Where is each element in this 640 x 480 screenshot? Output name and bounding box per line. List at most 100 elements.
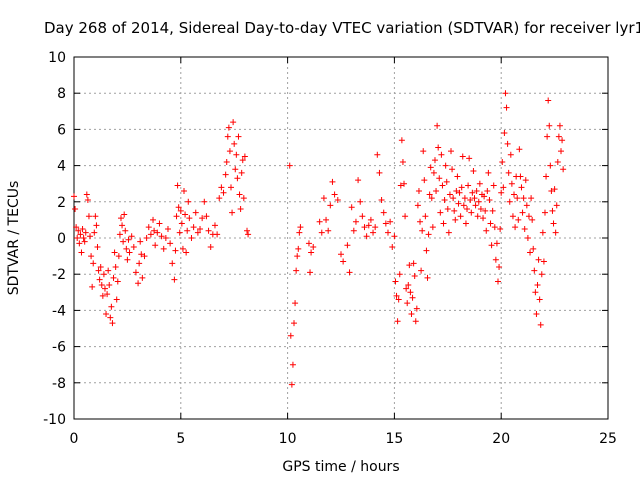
data-point	[346, 269, 353, 276]
data-point	[305, 240, 312, 247]
data-point	[441, 196, 448, 203]
data-point	[318, 229, 325, 236]
data-point	[89, 283, 96, 290]
data-point	[418, 267, 425, 274]
data-point	[143, 235, 150, 241]
data-point	[491, 224, 498, 231]
data-point	[229, 209, 236, 216]
data-point	[395, 296, 402, 303]
y-tick-label: -8	[52, 376, 66, 392]
data-point	[338, 251, 344, 258]
data-point	[548, 187, 555, 194]
data-point	[476, 180, 483, 187]
data-point	[83, 191, 90, 198]
data-point	[486, 196, 493, 203]
data-point	[403, 285, 410, 292]
x-tick-label: 5	[176, 431, 185, 447]
data-point	[150, 216, 157, 223]
data-point	[105, 267, 112, 274]
data-point	[162, 235, 169, 241]
data-point	[409, 294, 416, 301]
data-point	[223, 158, 230, 165]
data-point	[75, 227, 82, 234]
data-point	[136, 260, 143, 267]
data-point	[147, 231, 154, 238]
data-point	[145, 224, 152, 231]
data-point	[531, 267, 538, 274]
data-point	[530, 245, 537, 252]
data-point	[103, 311, 110, 318]
data-point	[507, 151, 514, 158]
data-point	[475, 198, 482, 205]
data-point	[87, 233, 94, 240]
data-point	[216, 195, 223, 202]
data-point	[428, 195, 435, 202]
data-point	[308, 249, 315, 256]
data-point	[126, 249, 133, 256]
data-point	[239, 157, 246, 164]
data-point	[128, 233, 135, 240]
data-point	[505, 169, 512, 176]
data-point	[406, 262, 413, 269]
data-point	[405, 282, 412, 289]
data-point	[325, 227, 332, 234]
data-point	[104, 291, 111, 298]
data-point	[401, 180, 408, 187]
y-tick-label: -4	[52, 303, 66, 319]
data-point	[167, 240, 174, 247]
data-point	[158, 233, 165, 240]
data-point	[355, 177, 362, 184]
data-point	[543, 173, 550, 180]
data-point	[141, 253, 148, 260]
data-point	[173, 213, 180, 220]
data-point	[426, 191, 433, 198]
data-point	[100, 271, 107, 278]
data-point	[91, 229, 98, 236]
data-point	[550, 220, 557, 227]
data-point	[509, 213, 516, 220]
data-point	[392, 278, 399, 285]
data-point	[121, 211, 128, 218]
data-point	[154, 229, 161, 236]
data-point	[184, 227, 191, 234]
x-tick-label: 25	[599, 431, 617, 447]
grid-lines	[74, 57, 608, 419]
data-point	[529, 216, 536, 223]
data-point	[122, 227, 129, 234]
data-point	[101, 285, 108, 292]
data-point	[451, 207, 458, 214]
data-point	[446, 191, 453, 198]
data-point	[194, 229, 201, 236]
data-point	[560, 166, 567, 173]
y-tick-label: 10	[48, 50, 66, 66]
data-point	[556, 122, 563, 129]
data-points	[71, 90, 567, 388]
data-point	[214, 231, 221, 238]
data-point	[114, 278, 121, 285]
data-point	[497, 225, 504, 232]
data-point	[500, 184, 507, 191]
data-point	[547, 162, 554, 169]
data-point	[413, 305, 420, 312]
data-point	[503, 104, 510, 111]
data-point	[211, 222, 218, 229]
data-point	[532, 289, 539, 296]
data-point	[429, 224, 436, 231]
data-point	[237, 206, 244, 213]
data-point	[528, 195, 535, 202]
data-point	[310, 244, 317, 251]
data-point	[106, 282, 113, 289]
data-point	[421, 177, 428, 184]
data-point	[519, 209, 526, 216]
data-point	[238, 169, 245, 176]
data-point	[227, 184, 234, 191]
data-point	[404, 300, 411, 307]
data-point	[82, 229, 89, 236]
data-point	[97, 263, 104, 270]
data-point	[455, 200, 462, 207]
data-point	[231, 140, 238, 147]
data-point	[424, 274, 431, 281]
data-point	[501, 130, 508, 137]
y-tick-label: 0	[57, 231, 66, 247]
data-point	[225, 124, 232, 131]
